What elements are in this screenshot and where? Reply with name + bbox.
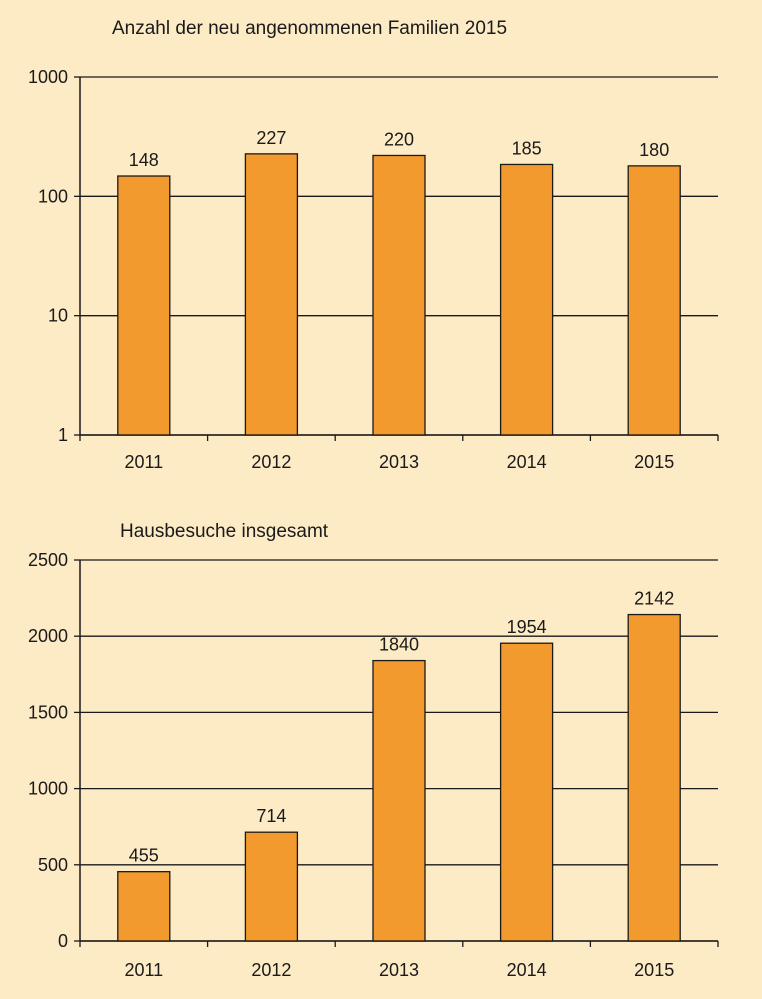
x-tick-label: 2015 [634,452,674,472]
x-tick-label: 2012 [251,452,291,472]
x-tick-label: 2014 [507,960,547,980]
chart-title: Anzahl der neu angenommenen Familien 201… [112,18,507,39]
y-tick-label: 0 [58,931,68,951]
bar [117,871,171,942]
y-tick-label: 100 [38,186,68,206]
x-tick-label: 2011 [124,452,163,472]
y-tick-label: 1000 [28,67,68,87]
y-tick-label: 500 [38,855,68,875]
data-label: 227 [256,128,286,148]
x-tick-label: 2015 [634,960,674,980]
bar [499,642,554,942]
x-tick-label: 2011 [124,960,163,980]
x-tick-label: 2012 [251,960,291,980]
data-label: 185 [512,138,542,158]
data-label: 1954 [507,617,547,637]
data-label: 714 [256,806,286,826]
chart-title: Hausbesuche insgesamt [120,521,329,542]
y-tick-label: 2000 [28,626,68,646]
x-tick-label: 2013 [379,960,419,980]
y-tick-label: 2500 [28,550,68,570]
bar [627,165,681,436]
data-label: 1840 [379,635,419,655]
data-label: 148 [129,150,159,170]
y-tick-label: 10 [48,306,68,326]
y-tick-label: 1 [58,425,68,445]
x-tick-label: 2013 [379,452,419,472]
data-label: 455 [129,846,159,866]
x-tick-label: 2014 [507,452,547,472]
bar [372,154,426,436]
y-tick-label: 1500 [28,702,68,722]
bar [117,175,171,436]
data-label: 2142 [634,589,674,609]
bar [499,163,554,436]
y-tick-label: 1000 [28,779,68,799]
data-label: 220 [384,129,414,149]
bar [244,831,299,942]
bar [244,153,299,436]
bar [372,659,426,942]
data-label: 180 [639,140,669,160]
bar [627,613,681,942]
